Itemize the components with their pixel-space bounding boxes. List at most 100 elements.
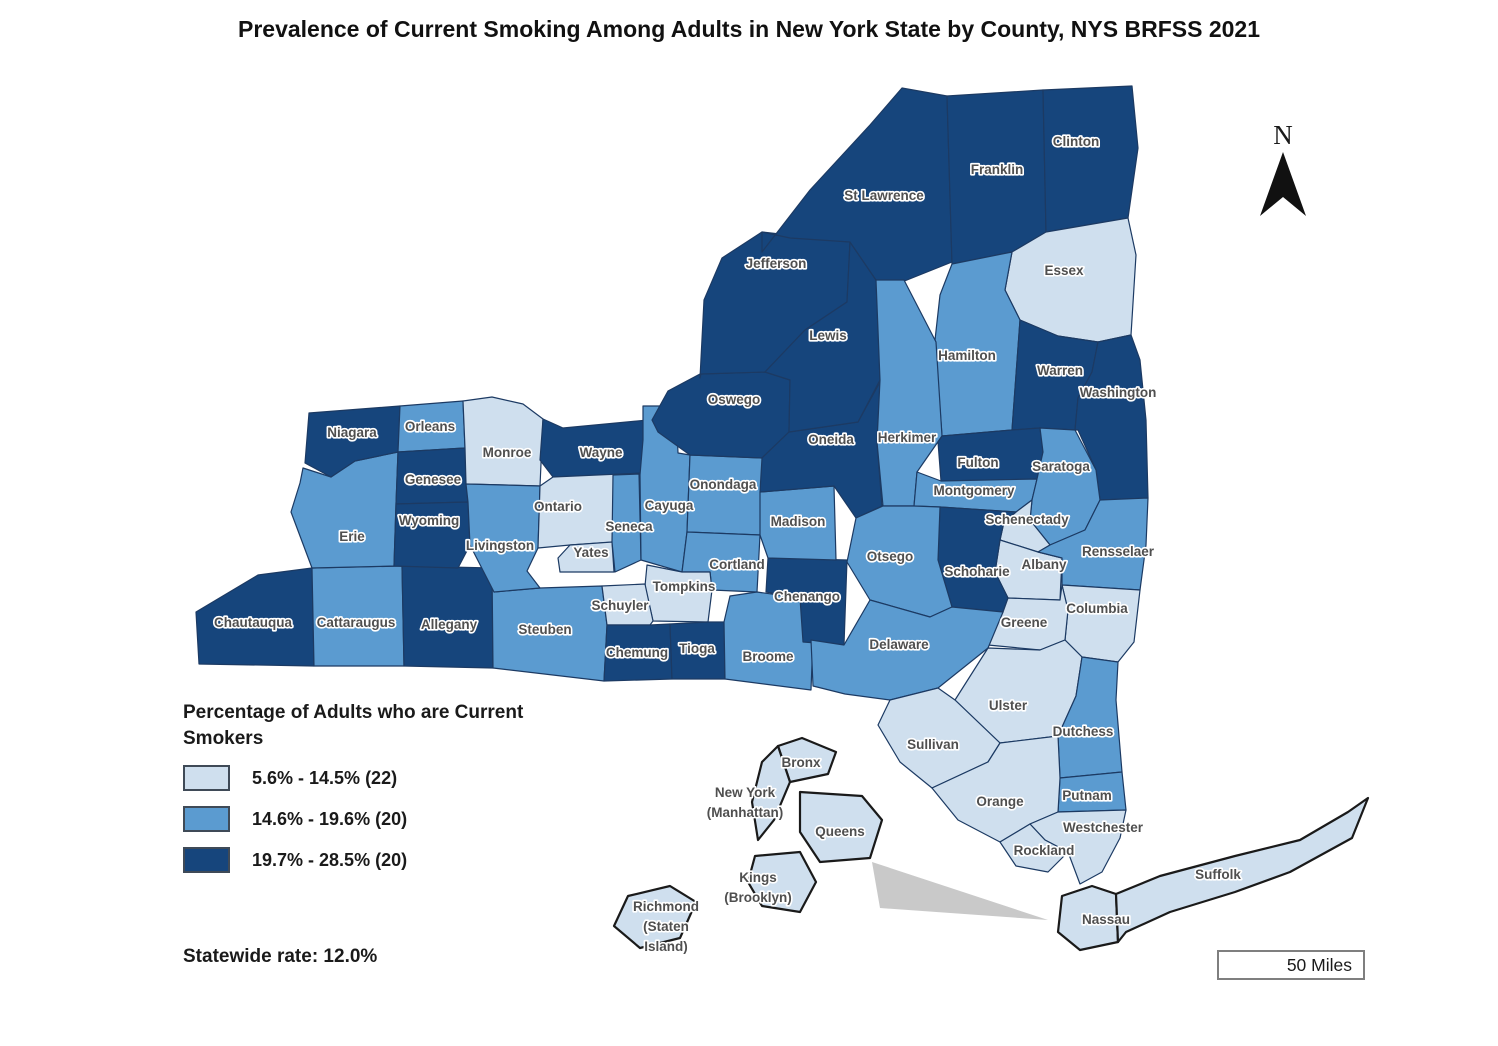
legend-title: Percentage of Adults who are Current Smo… bbox=[183, 702, 524, 749]
legend-swatch-mid bbox=[183, 806, 230, 833]
county-label-albany: Albany bbox=[1021, 557, 1067, 572]
county-label-erie: Erie bbox=[339, 529, 365, 544]
county-label-queens: Queens bbox=[815, 824, 865, 839]
scale-bar: 50 Miles bbox=[1217, 950, 1365, 980]
county-label-delaware: Delaware bbox=[869, 637, 929, 652]
county-label-clinton: Clinton bbox=[1053, 134, 1100, 149]
county-suffolk bbox=[1114, 796, 1370, 944]
county-labels-layer: Chautauqua Cattaraugus Allegany Steuben Erie… bbox=[212, 132, 1243, 955]
county-label-hamilton: Hamilton bbox=[938, 348, 996, 363]
county-label-livingston: Livingston bbox=[466, 538, 534, 553]
county-label-putnam: Putnam bbox=[1062, 788, 1112, 803]
county-label-essex: Essex bbox=[1044, 263, 1084, 278]
county-franklin bbox=[946, 89, 1047, 265]
county-rockland bbox=[999, 823, 1069, 873]
county-label-cortland: Cortland bbox=[709, 557, 765, 572]
county-label-cayuga: Cayuga bbox=[645, 498, 694, 513]
county-label-ulster: Ulster bbox=[989, 698, 1028, 713]
county-st-lawrence bbox=[761, 87, 953, 283]
county-label-seneca: Seneca bbox=[605, 519, 653, 534]
county-clinton bbox=[1042, 85, 1139, 233]
county-label-chautauqua: Chautauqua bbox=[214, 615, 292, 630]
county-richmond-staten-island bbox=[612, 884, 698, 950]
county-rensselaer bbox=[1037, 497, 1149, 591]
county-label-steuben: Steuben bbox=[518, 622, 571, 637]
county-label-richmond-staten-island: Richmond (Staten Island) bbox=[633, 899, 699, 954]
county-label-niagara: Niagara bbox=[327, 425, 377, 440]
county-label-madison: Madison bbox=[771, 514, 826, 529]
county-label-sullivan: Sullivan bbox=[907, 737, 959, 752]
county-herkimer bbox=[875, 279, 943, 507]
county-label-saratoga: Saratoga bbox=[1032, 459, 1090, 474]
county-label-allegany: Allegany bbox=[421, 617, 478, 632]
nyc-inset-callout-wedge bbox=[872, 862, 1048, 920]
statewide-rate: Statewide rate: 12.0% bbox=[183, 946, 378, 967]
county-label-montgomery: Montgomery bbox=[934, 483, 1015, 498]
county-label-st-lawrence: St Lawrence bbox=[844, 188, 924, 203]
county-label-schoharie: Schoharie bbox=[944, 564, 1010, 579]
county-label-broome: Broome bbox=[742, 649, 793, 664]
legend-label-mid: 14.6% - 19.6% (20) bbox=[252, 808, 408, 829]
county-label-fulton: Fulton bbox=[957, 455, 998, 470]
county-label-westchester: Westchester bbox=[1063, 820, 1144, 835]
county-seneca bbox=[611, 473, 642, 573]
county-label-orleans: Orleans bbox=[405, 419, 455, 434]
county-orange bbox=[931, 735, 1061, 843]
county-label-chemung: Chemung bbox=[606, 645, 668, 660]
county-label-new-york-manhattan: New York (Manhattan) bbox=[707, 785, 784, 820]
county-label-herkimer: Herkimer bbox=[878, 430, 937, 445]
county-broome bbox=[723, 591, 814, 691]
legend-row-mid: 14.6% - 19.6% (20) bbox=[183, 805, 613, 833]
legend-swatch-low bbox=[183, 765, 230, 792]
county-label-wayne: Wayne bbox=[579, 445, 623, 460]
county-label-kings-brooklyn: Kings (Brooklyn) bbox=[724, 870, 792, 905]
county-label-monroe: Monroe bbox=[483, 445, 532, 460]
county-label-chenango: Chenango bbox=[774, 589, 840, 604]
legend-label-low: 5.6% - 14.5% (22) bbox=[252, 767, 398, 788]
county-yates bbox=[557, 541, 615, 573]
county-label-franklin: Franklin bbox=[971, 162, 1024, 177]
county-label-oneida: Oneida bbox=[808, 432, 854, 447]
county-label-nassau: Nassau bbox=[1082, 912, 1130, 927]
county-label-rockland: Rockland bbox=[1014, 843, 1075, 858]
scale-bar-box bbox=[1217, 950, 1365, 980]
legend-row-low: 5.6% - 14.5% (22) bbox=[183, 764, 613, 792]
county-label-schuyler: Schuyler bbox=[591, 598, 649, 613]
north-arrow-icon bbox=[1260, 152, 1306, 216]
county-monroe bbox=[462, 396, 544, 487]
page-title: Prevalence of Current Smoking Among Adul… bbox=[237, 16, 1260, 42]
legend-label-high: 19.7% - 28.5% (20) bbox=[252, 849, 408, 870]
counties-layer bbox=[195, 85, 1370, 952]
county-label-suffolk: Suffolk bbox=[1195, 867, 1241, 882]
county-label-tioga: Tioga bbox=[679, 641, 715, 656]
county-onondaga bbox=[686, 454, 764, 536]
county-label-onondaga: Onondaga bbox=[690, 477, 757, 492]
county-label-bronx: Bronx bbox=[781, 755, 820, 770]
county-otsego bbox=[846, 505, 953, 618]
county-label-schenectady: Schenectady bbox=[985, 512, 1069, 527]
north-arrow: N bbox=[1260, 120, 1306, 216]
county-label-oswego: Oswego bbox=[708, 392, 761, 407]
county-label-lewis: Lewis bbox=[809, 328, 847, 343]
county-queens bbox=[798, 790, 884, 864]
county-label-columbia: Columbia bbox=[1066, 601, 1128, 616]
county-label-dutchess: Dutchess bbox=[1053, 724, 1114, 739]
county-hamilton bbox=[934, 251, 1021, 437]
north-label: N bbox=[1273, 120, 1293, 150]
scale-bar-label: 50 Miles bbox=[1287, 955, 1352, 975]
county-kings-brooklyn bbox=[746, 850, 818, 914]
county-label-jefferson: Jefferson bbox=[746, 256, 807, 271]
county-label-yates: Yates bbox=[573, 545, 608, 560]
county-label-washington: Washington bbox=[1080, 385, 1157, 400]
county-label-genesee: Genesee bbox=[405, 472, 462, 487]
county-delaware bbox=[810, 599, 1004, 701]
county-label-ontario: Ontario bbox=[534, 499, 582, 514]
legend-row-high: 19.7% - 28.5% (20) bbox=[183, 846, 613, 874]
county-label-orange: Orange bbox=[976, 794, 1024, 809]
county-label-warren: Warren bbox=[1037, 363, 1083, 378]
county-label-wyoming: Wyoming bbox=[399, 513, 460, 528]
county-label-rensselaer: Rensselaer bbox=[1082, 544, 1155, 559]
county-label-tompkins: Tompkins bbox=[653, 579, 716, 594]
